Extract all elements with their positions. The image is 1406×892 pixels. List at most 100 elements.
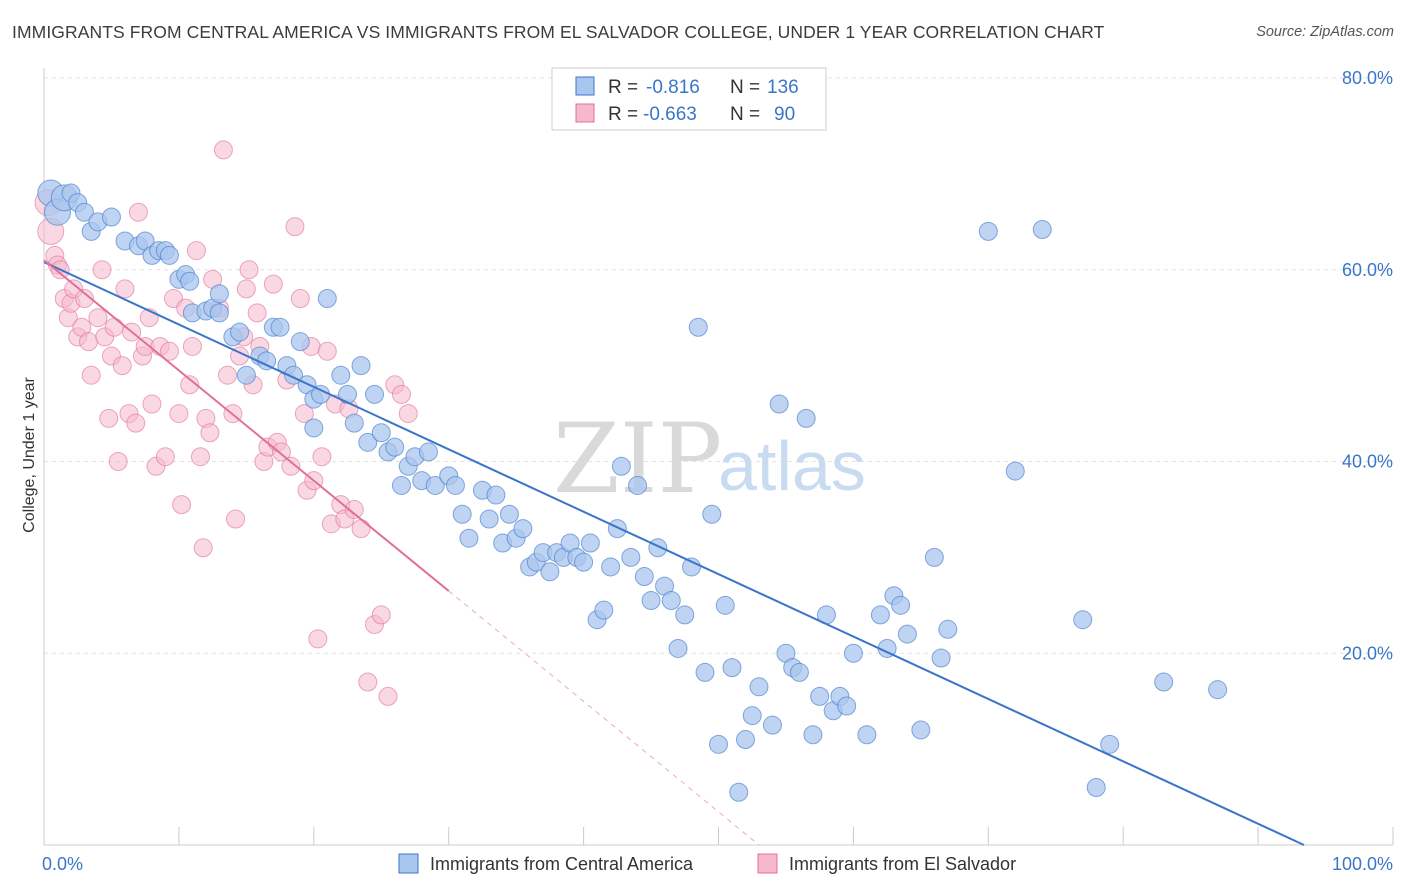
point-el-salvador-14 (88, 308, 108, 328)
point-central-america-26 (236, 365, 256, 385)
point-central-america-81 (628, 475, 648, 495)
trend-line-el-salvador-extension (448, 590, 760, 846)
point-el-salvador-25 (126, 413, 146, 433)
point-el-salvador-85 (378, 686, 398, 706)
point-el-salvador-17 (99, 408, 119, 428)
point-central-america-48 (391, 475, 411, 495)
point-central-america-55 (445, 475, 465, 495)
point-central-america-91 (695, 662, 715, 682)
point-central-america-130 (1208, 680, 1228, 700)
point-central-america-94 (715, 595, 735, 615)
point-central-america-121 (931, 648, 951, 668)
legend-r-value-1: -0.816 (646, 77, 700, 98)
point-el-salvador-55 (239, 260, 259, 280)
series-label-central-america: Immigrants from Central America (430, 854, 694, 874)
legend-box (551, 67, 827, 131)
point-central-america-124 (1005, 461, 1025, 481)
point-el-salvador-11 (74, 289, 94, 309)
series-swatch-el-salvador (757, 853, 778, 874)
point-el-salvador-13 (81, 365, 101, 385)
point-el-salvador-43 (193, 538, 213, 558)
point-central-america-59 (479, 509, 499, 529)
chart-title: IMMIGRANTS FROM CENTRAL AMERICA VS IMMIG… (12, 22, 1105, 42)
point-central-america-120 (924, 547, 944, 567)
point-central-america-80 (621, 547, 641, 567)
grid-lines (44, 77, 1393, 654)
point-el-salvador-65 (281, 456, 301, 476)
point-central-america-47 (385, 437, 405, 457)
point-el-salvador-88 (398, 404, 418, 424)
point-central-america-62 (499, 504, 519, 524)
point-central-america-5 (74, 202, 94, 222)
point-central-america-113 (857, 725, 877, 745)
point-el-salvador-84 (371, 605, 391, 625)
point-central-america-76 (594, 600, 614, 620)
point-central-america-126 (1073, 610, 1093, 630)
point-el-salvador-49 (217, 365, 237, 385)
point-central-america-57 (459, 528, 479, 548)
point-central-america-77 (601, 557, 621, 577)
series-legend: Immigrants from Central America Immigran… (398, 853, 1016, 874)
point-el-salvador-12 (79, 332, 99, 352)
point-el-salvador-87 (391, 384, 411, 404)
legend-n-label-2: N = (730, 104, 760, 125)
point-central-america-45 (371, 423, 391, 443)
point-central-america-119 (911, 720, 931, 740)
point-central-america-127 (1086, 777, 1106, 797)
point-el-salvador-72 (308, 629, 328, 649)
point-central-america-18 (180, 271, 200, 291)
point-el-salvador-19 (104, 317, 124, 337)
point-central-america-83 (641, 591, 661, 611)
point-central-america-73 (574, 552, 594, 572)
point-central-america-33 (290, 332, 310, 352)
point-central-america-86 (661, 591, 681, 611)
point-central-america-68 (540, 562, 560, 582)
point-central-america-87 (668, 638, 688, 658)
point-el-salvador-39 (180, 375, 200, 395)
point-central-america-128 (1100, 734, 1120, 754)
correlation-legend: R = -0.816 N = 136 R = -0.663 N = 90 (551, 67, 827, 131)
point-central-america-38 (317, 289, 337, 309)
point-central-america-44 (365, 384, 385, 404)
point-el-salvador-37 (172, 495, 192, 515)
point-central-america-111 (837, 696, 857, 716)
point-central-america-107 (810, 686, 830, 706)
point-el-salvador-40 (182, 336, 202, 356)
point-central-america-123 (978, 221, 998, 241)
series-label-el-salvador: Immigrants from El Salvador (789, 854, 1016, 874)
legend-n-value-1: 136 (767, 77, 799, 98)
watermark-zip: ZIP (553, 403, 722, 515)
series-swatch-central-america (398, 853, 419, 874)
point-central-america-8 (101, 207, 121, 227)
point-central-america-53 (425, 475, 445, 495)
point-central-america-56 (452, 504, 472, 524)
point-el-salvador-68 (294, 404, 314, 424)
point-central-america-96 (729, 782, 749, 802)
point-central-america-79 (611, 456, 631, 476)
point-el-salvador-15 (92, 260, 112, 280)
point-el-salvador-21 (112, 356, 132, 376)
trend-line-el-salvador (43, 259, 450, 592)
point-central-america-88 (675, 605, 695, 625)
point-el-salvador-30 (142, 394, 162, 414)
legend-swatch-pink (575, 103, 595, 123)
point-central-america-52 (418, 442, 438, 462)
point-el-salvador-80 (344, 499, 364, 519)
point-el-salvador-42 (190, 447, 210, 467)
trend-lines (43, 259, 1305, 846)
point-central-america-99 (749, 677, 769, 697)
point-el-salvador-63 (271, 442, 291, 462)
point-central-america-97 (735, 730, 755, 750)
point-central-america-25 (230, 322, 250, 342)
point-el-salvador-20 (108, 452, 128, 471)
point-central-america-122 (938, 619, 958, 639)
point-central-america-64 (513, 519, 533, 539)
point-central-america-82 (634, 567, 654, 587)
point-central-america-60 (486, 485, 506, 505)
point-el-salvador-73 (312, 447, 332, 467)
point-el-salvador-22 (115, 279, 135, 299)
data-points (34, 140, 1228, 802)
point-central-america-92 (702, 504, 722, 524)
point-el-salvador-33 (155, 447, 175, 467)
point-central-america-104 (789, 662, 809, 682)
